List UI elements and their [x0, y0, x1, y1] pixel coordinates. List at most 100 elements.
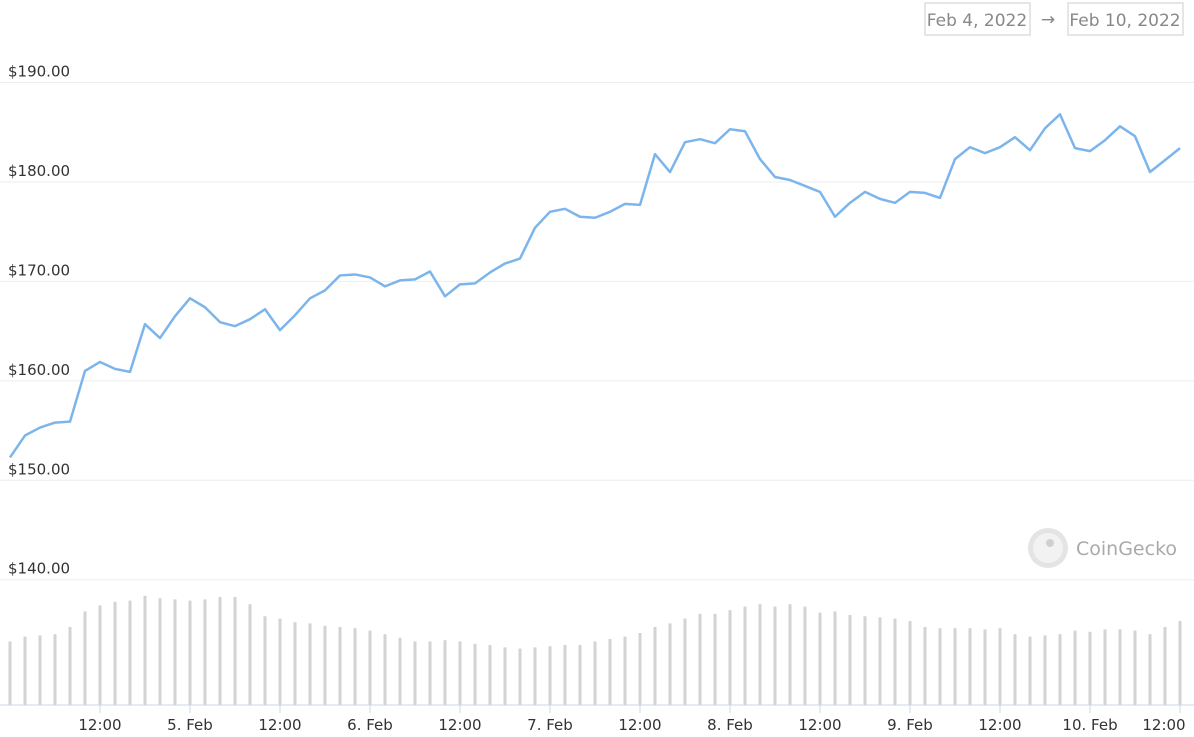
- x-tick-label: 12:00: [978, 716, 1021, 734]
- volume-bar: [668, 623, 672, 705]
- volume-bar: [848, 615, 852, 705]
- y-tick-label: $140.00: [8, 560, 70, 578]
- y-tick-label: $170.00: [8, 261, 70, 279]
- volume-bar: [548, 646, 552, 705]
- volume-bar: [8, 641, 12, 705]
- x-tick-label: 8. Feb: [707, 716, 753, 734]
- date-from-box[interactable]: [924, 2, 1031, 36]
- volume-bar: [578, 645, 582, 705]
- volume-bar: [1103, 629, 1107, 705]
- volume-bar: [923, 627, 927, 705]
- volume-bar: [1133, 630, 1137, 705]
- x-tick-label: 7. Feb: [527, 716, 573, 734]
- volume-bar: [533, 647, 537, 705]
- volume-bar: [518, 648, 522, 705]
- x-tick-label: 6. Feb: [347, 716, 393, 734]
- volume-bar: [443, 640, 447, 705]
- volume-bar: [743, 606, 747, 705]
- volume-bar: [773, 606, 777, 705]
- date-separator: →: [1041, 10, 1055, 30]
- x-tick-label: 12:00: [438, 716, 481, 734]
- volume-bar: [623, 636, 627, 705]
- volume-bar: [653, 627, 657, 705]
- volume-bar: [383, 634, 387, 705]
- volume-bar: [1118, 629, 1122, 705]
- volume-bar: [428, 641, 432, 705]
- x-tick-label: 12:00: [258, 716, 301, 734]
- volume-bar: [368, 630, 372, 705]
- volume-bar: [488, 645, 492, 705]
- volume-bar: [413, 641, 417, 705]
- watermark: CoinGecko: [1076, 538, 1177, 560]
- volume-bar: [1163, 627, 1167, 705]
- volume-bar: [938, 628, 942, 705]
- y-tick-label: $160.00: [8, 361, 70, 379]
- volume-bar: [1148, 634, 1152, 705]
- date-to[interactable]: Feb 10, 2022: [1069, 11, 1180, 31]
- volume-bar: [473, 643, 477, 705]
- volume-bar: [98, 605, 102, 705]
- volume-bar: [818, 612, 822, 705]
- volume-bar: [1073, 630, 1077, 705]
- volume-bar: [143, 595, 147, 705]
- watermark-logo: [1028, 528, 1068, 568]
- volume-bar: [908, 621, 912, 705]
- volume-bar: [203, 599, 207, 705]
- volume-bar: [158, 598, 162, 705]
- y-tick-label: $180.00: [8, 162, 70, 180]
- volume-bar: [878, 617, 882, 705]
- x-tick-label: 12:00: [798, 716, 841, 734]
- x-tick-label: 12:00: [618, 716, 661, 734]
- price-line: [8, 113, 1181, 459]
- volume-bar: [398, 637, 402, 705]
- volume-bar: [968, 628, 972, 705]
- date-to-box[interactable]: [1067, 2, 1184, 36]
- volume-bar: [638, 633, 642, 705]
- volume-bar: [1013, 634, 1017, 705]
- volume-bar: [983, 629, 987, 705]
- volume-bar: [68, 627, 72, 705]
- volume-bar: [248, 604, 252, 705]
- plot: $140.00 $150.00 $160.00 $170.00 $180.00 $190.…: [0, 63, 1194, 734]
- volume-bar: [1088, 631, 1092, 705]
- volume-bar: [788, 604, 792, 705]
- x-tick-label: 12:00: [78, 716, 121, 734]
- volume-bar: [863, 616, 867, 705]
- x-tick-label: 12:00: [1142, 716, 1185, 734]
- volume-bar: [188, 600, 192, 705]
- volume-bar: [23, 636, 27, 705]
- date-from[interactable]: Feb 4, 2022: [927, 11, 1027, 31]
- volume-bar: [563, 645, 567, 705]
- volume-bar: [173, 599, 177, 705]
- volume-bar: [323, 625, 327, 705]
- y-tick-label: $190.00: [8, 63, 70, 81]
- volume-bar: [728, 610, 732, 705]
- volume-bar: [803, 606, 807, 705]
- volume-bar: [1178, 621, 1182, 705]
- volume-bar: [1058, 634, 1062, 705]
- volume-bar: [293, 622, 297, 705]
- x-tick-label: 9. Feb: [887, 716, 933, 734]
- volume-bar: [38, 635, 42, 705]
- volume-bar: [308, 623, 312, 705]
- volume-bar: [353, 628, 357, 705]
- volume-bar: [503, 647, 507, 705]
- volume-bar: [953, 628, 957, 705]
- volume-bar: [458, 641, 462, 705]
- x-tick-label: 10. Feb: [1062, 716, 1117, 734]
- volume-bar: [593, 641, 597, 705]
- volume-bar: [758, 604, 762, 705]
- volume-bar: [998, 628, 1002, 705]
- volume-bar: [278, 618, 282, 705]
- volume-bar: [218, 597, 222, 705]
- volume-bar: [263, 616, 267, 705]
- volume-bar: [1028, 636, 1032, 705]
- x-tick-label: 5. Feb: [167, 716, 213, 734]
- volume-bar: [113, 601, 117, 705]
- volume-bar: [233, 597, 237, 705]
- volume-bar: [1043, 635, 1047, 705]
- volume-bar: [338, 627, 342, 705]
- volume-bar: [698, 613, 702, 705]
- volume-bar: [833, 611, 837, 705]
